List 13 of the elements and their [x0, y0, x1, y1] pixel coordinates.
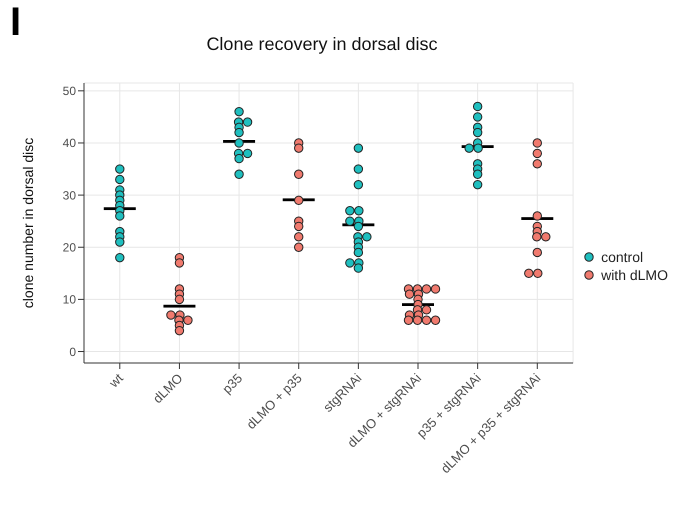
- y-tick-label: 10: [62, 292, 76, 307]
- chart-title: Clone recovery in dorsal disc: [205, 34, 439, 55]
- legend-label: control: [601, 248, 644, 264]
- y-tick-label: 30: [62, 188, 76, 202]
- y-tick-label: 50: [62, 84, 76, 98]
- y-tick-label: 0: [69, 344, 76, 359]
- text: I: [10, 0, 22, 45]
- legend-label: with dLMO: [601, 266, 668, 282]
- y-axis-title: clone number in dorsal disc: [20, 138, 36, 308]
- y-tick-label: 40: [62, 136, 76, 150]
- y-tick-label: 20: [62, 240, 76, 255]
- x-tick-label: wt: [105, 370, 126, 392]
- x-tick-label: p35: [219, 370, 246, 396]
